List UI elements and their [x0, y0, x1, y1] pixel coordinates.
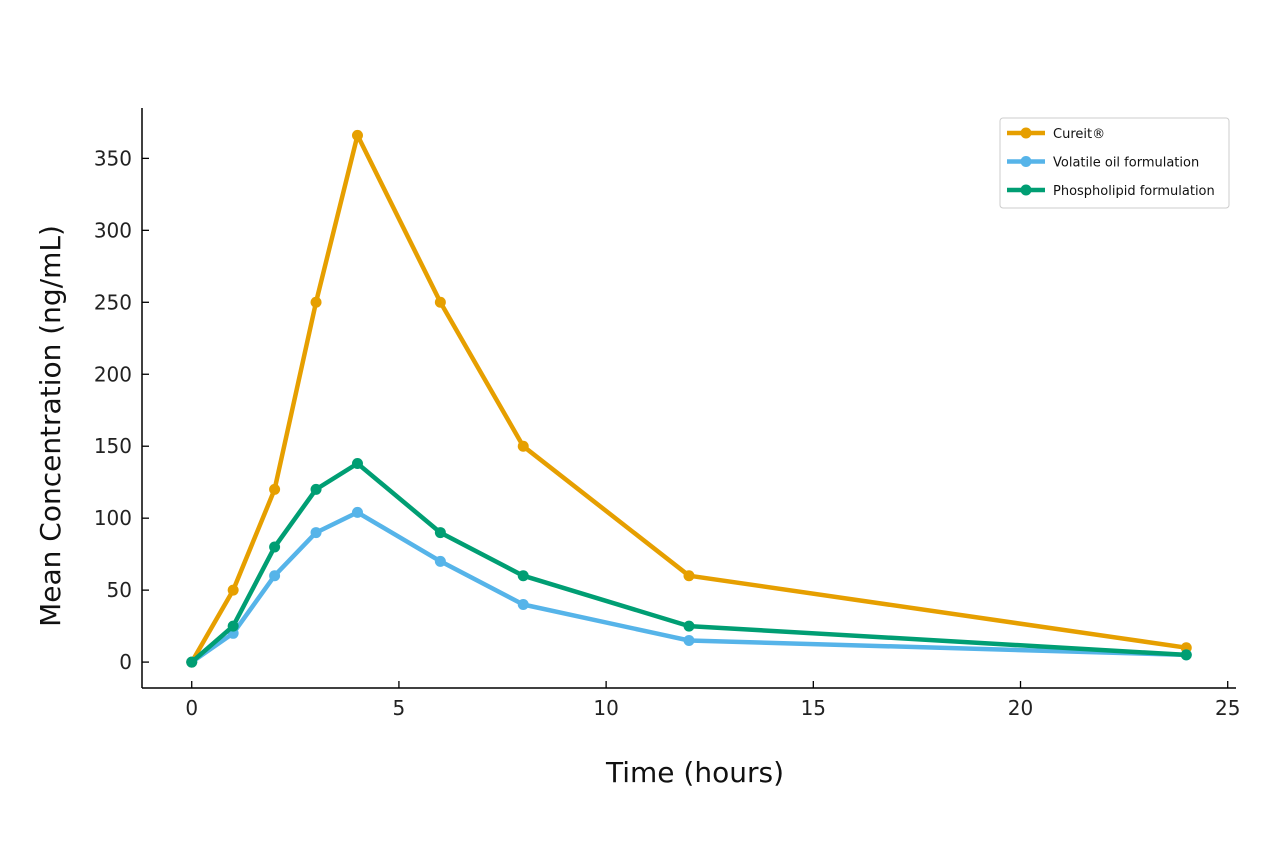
data-point	[310, 527, 322, 539]
y-tick-label: 200	[94, 362, 132, 386]
legend-frame	[999, 117, 1230, 209]
data-point	[227, 620, 239, 632]
data-point	[269, 541, 281, 553]
data-point	[186, 656, 198, 668]
y-tick-label: 350	[94, 146, 132, 170]
data-point	[310, 296, 322, 308]
series-line	[189, 461, 1189, 665]
x-tick-label: 15	[801, 696, 826, 720]
series-0	[186, 129, 1192, 668]
data-point	[517, 570, 529, 582]
x-tick-label: 10	[593, 696, 618, 720]
chart-series	[186, 129, 1192, 668]
y-tick-label: 250	[94, 290, 132, 314]
y-tick-label: 150	[94, 434, 132, 458]
data-point	[351, 129, 363, 141]
x-axis-title: Time (hours)	[605, 756, 784, 789]
legend-label: Cureit®	[1053, 127, 1105, 142]
data-point	[683, 620, 695, 632]
x-tick-label: 5	[393, 696, 406, 720]
legend-swatch-marker	[1020, 184, 1032, 196]
data-point	[434, 527, 446, 539]
legend-label: Phospholipid formulation	[1053, 184, 1215, 199]
data-point	[517, 440, 529, 452]
data-point	[269, 570, 281, 582]
data-point	[227, 584, 239, 596]
data-point	[351, 506, 363, 518]
legend-label: Volatile oil formulation	[1053, 156, 1199, 171]
series-2	[186, 457, 1192, 668]
x-tick-label: 20	[1008, 696, 1033, 720]
chart-legend: Cureit® Volatile oil formulation Phospholi…	[999, 117, 1230, 209]
data-point	[434, 296, 446, 308]
series-1	[186, 506, 1192, 668]
data-point	[683, 635, 695, 647]
series-line	[189, 133, 1189, 665]
data-point	[434, 555, 446, 567]
data-point	[310, 483, 322, 495]
data-point	[517, 599, 529, 611]
y-tick-label: 50	[107, 578, 132, 602]
legend-swatch-marker	[1020, 127, 1032, 139]
y-tick-label: 0	[119, 650, 132, 674]
x-tick-label: 25	[1215, 696, 1240, 720]
data-point	[1180, 649, 1192, 661]
y-tick-label: 100	[94, 506, 132, 530]
data-point	[269, 483, 281, 495]
x-tick-label: 0	[185, 696, 198, 720]
legend-swatch-marker	[1020, 156, 1032, 167]
data-point	[351, 457, 363, 469]
data-point	[683, 570, 695, 582]
y-axis-title: Mean Concentration (ng/mL)	[34, 225, 67, 627]
y-tick-label: 300	[94, 218, 132, 242]
